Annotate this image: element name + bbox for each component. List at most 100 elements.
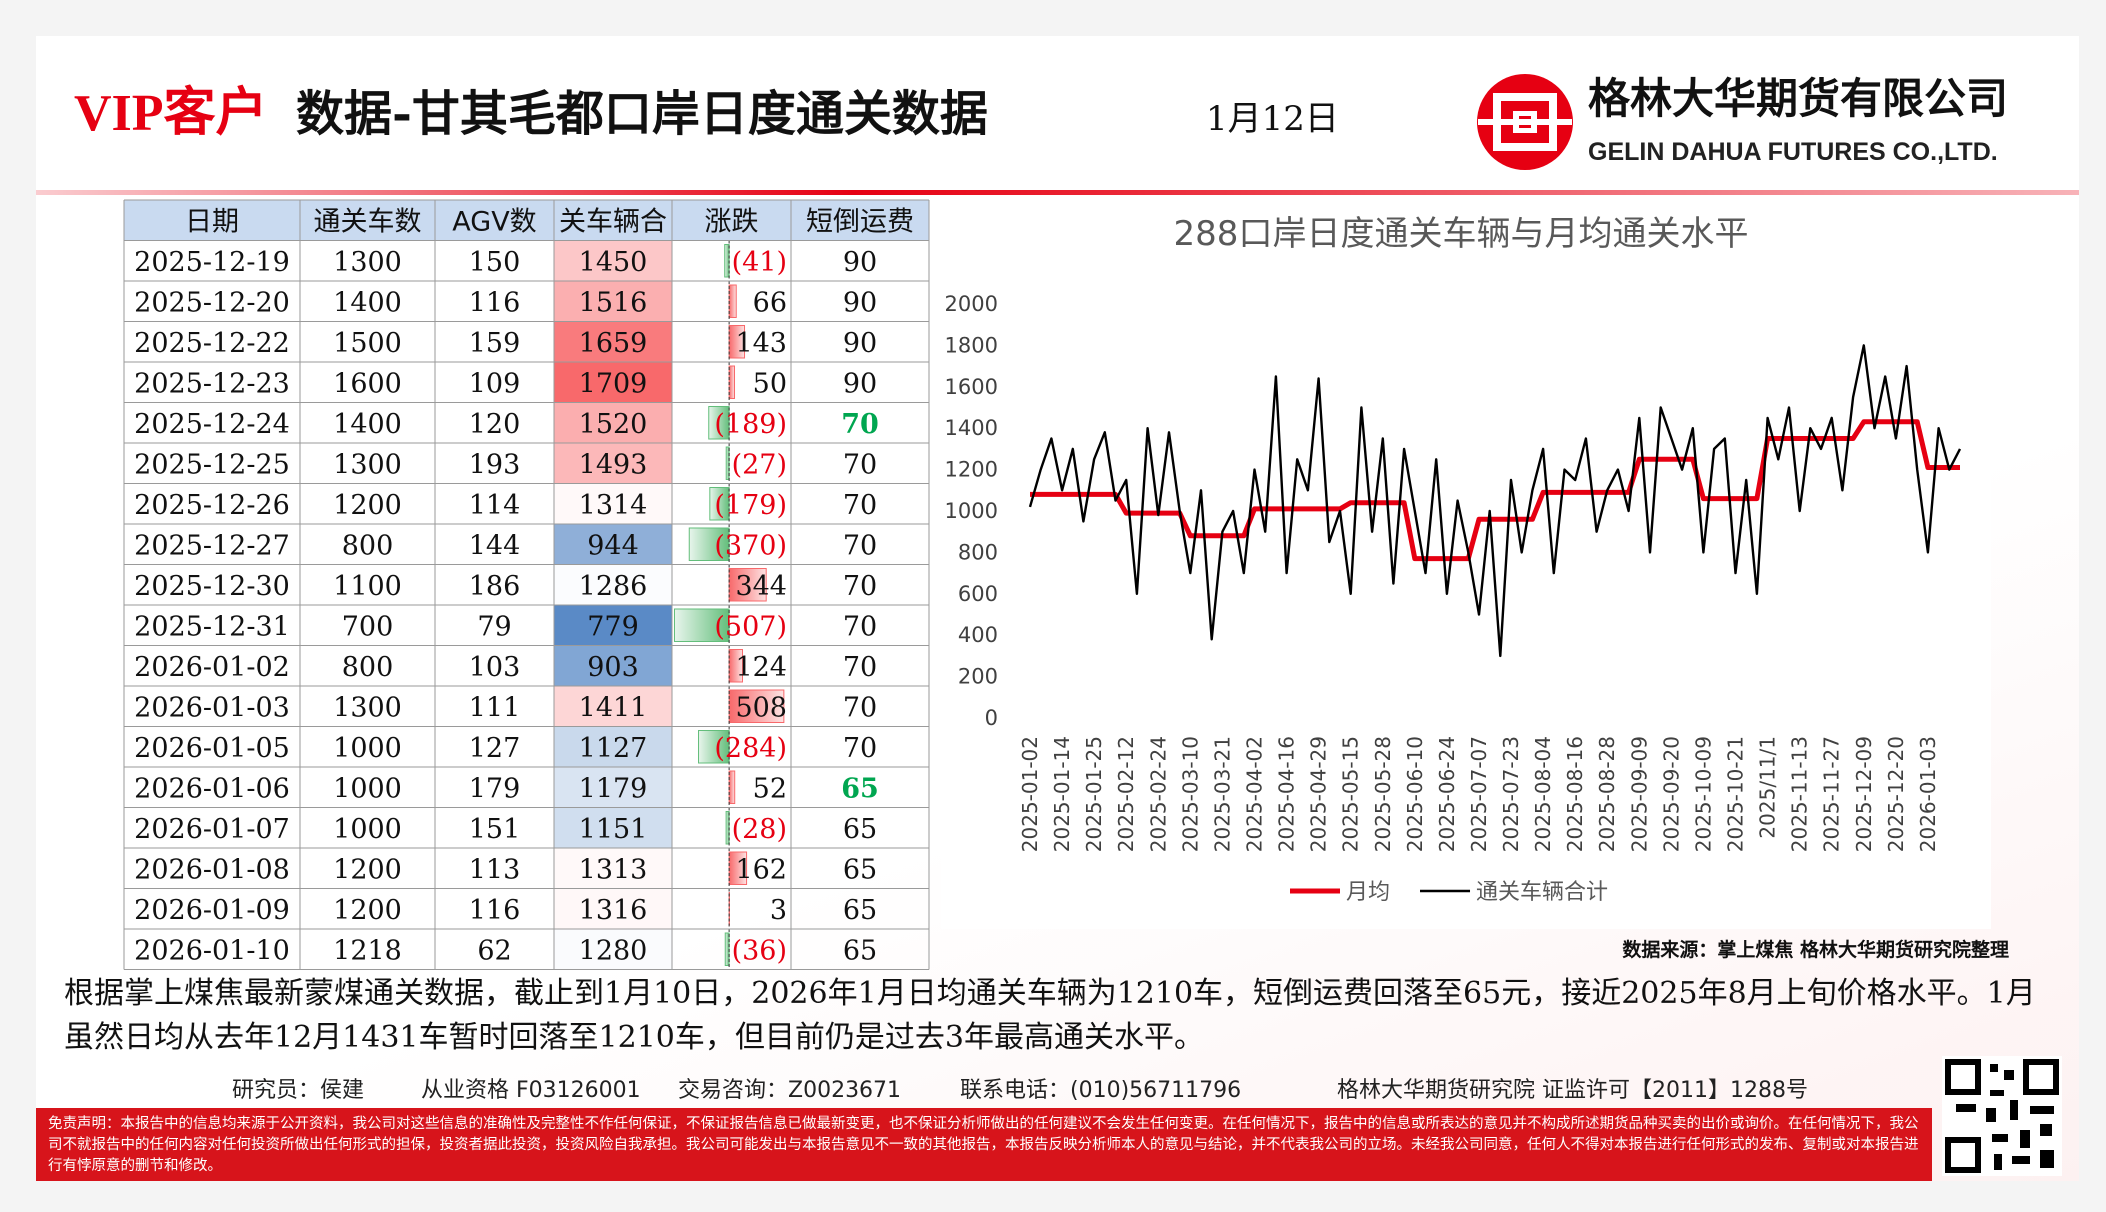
- table-cell: 944: [587, 530, 639, 561]
- freight-cell: 70: [843, 652, 877, 683]
- table-cell: 903: [587, 652, 639, 683]
- table-cell: 159: [469, 328, 521, 359]
- table-cell: 1493: [579, 449, 648, 480]
- change-label: (28): [732, 814, 787, 845]
- freight-cell: 70: [843, 490, 877, 521]
- chart-panel: [941, 200, 1991, 929]
- table-cell: 151: [469, 814, 521, 845]
- table-cell: 2026-01-09: [134, 895, 290, 926]
- freight-cell: 65: [843, 814, 877, 845]
- change-label: 3: [770, 895, 787, 926]
- table-cell: 2026-01-03: [134, 692, 290, 723]
- heat-cell: [554, 524, 672, 565]
- heat-cell: [554, 402, 672, 443]
- change-bar: [698, 730, 730, 764]
- change-label: (27): [732, 449, 787, 480]
- change-label: (41): [732, 247, 787, 278]
- heat-cell: [554, 726, 672, 767]
- table-cell: 2025-12-22: [134, 328, 290, 359]
- freight-cell: 90: [843, 247, 877, 278]
- table-cell: 2025-12-19: [134, 247, 290, 278]
- change-label: (36): [732, 935, 787, 966]
- table-cell: 1300: [333, 692, 402, 723]
- x-tick-label: 2025-08-28: [1595, 736, 1619, 852]
- header-rule: [36, 190, 2079, 195]
- x-tick-label: 2025-04-16: [1275, 736, 1299, 852]
- qr-code: [1942, 1056, 2062, 1176]
- table-cell: 1411: [579, 692, 648, 723]
- y-tick-label: 1000: [945, 499, 998, 523]
- table-cell: 1520: [579, 409, 648, 440]
- table-cell: 1313: [579, 854, 648, 885]
- legend-label: 通关车辆合计: [1476, 880, 1608, 905]
- change-bar: [728, 568, 767, 602]
- table-cell: 1179: [579, 773, 648, 804]
- change-bar: [728, 689, 785, 723]
- y-tick-label: 1800: [945, 333, 998, 357]
- summary: 根据掌上煤焦最新蒙煤通关数据，截止到1月10日，2026年1月日均通关车辆为12…: [64, 976, 2036, 1055]
- change-label: 124: [735, 652, 787, 683]
- x-tick-label: 2025-09-09: [1627, 736, 1651, 852]
- heat-cell: [554, 321, 672, 362]
- table-cell: 179: [469, 773, 521, 804]
- heat-cell: [554, 564, 672, 605]
- table-cell: 1314: [579, 490, 648, 521]
- x-tick-label: 2025-02-24: [1146, 736, 1170, 852]
- x-tick-label: 2025-08-16: [1563, 736, 1587, 852]
- table-cell: 1200: [333, 490, 402, 521]
- table-cell: 2026-01-10: [134, 935, 290, 966]
- change-bar: [728, 284, 737, 318]
- table-cell: 800: [342, 652, 394, 683]
- table-cell: 2026-01-07: [134, 814, 290, 845]
- change-bar: [728, 365, 736, 399]
- x-tick-label: 2025-09-20: [1659, 736, 1683, 852]
- table-cell: 1286: [579, 571, 648, 602]
- table-cell: 186: [469, 571, 521, 602]
- freight-cell: 70: [841, 409, 879, 440]
- x-tick-label: 2025-03-10: [1178, 736, 1202, 852]
- legend-label: 月均: [1346, 880, 1390, 905]
- change-bar: [724, 932, 730, 966]
- change-label: 344: [735, 571, 787, 602]
- table-cell: 1000: [333, 773, 402, 804]
- contact: 研究员：侯建: [232, 1078, 365, 1103]
- change-label: (370): [714, 530, 787, 561]
- y-tick-label: 800: [958, 540, 998, 564]
- x-tick-label: 2025-12-09: [1852, 736, 1876, 852]
- title-vip: VIP客户: [74, 84, 268, 142]
- heat-cell: [554, 767, 672, 808]
- freight-cell: 70: [843, 692, 877, 723]
- table-cell: 2026-01-08: [134, 854, 290, 885]
- change-label: 66: [753, 287, 787, 318]
- table-cell: 144: [469, 530, 521, 561]
- table-cell: 1300: [333, 449, 402, 480]
- table-cell: 1400: [333, 287, 402, 318]
- change-bar: [728, 770, 736, 804]
- x-tick-label: 2025-01-02: [1018, 736, 1042, 852]
- table-cell: 1280: [579, 935, 648, 966]
- table-cell: 2025-12-24: [134, 409, 290, 440]
- freight-cell: 65: [843, 935, 877, 966]
- y-tick-label: 600: [958, 582, 998, 606]
- table-cell: 1709: [579, 368, 648, 399]
- heat-cell: [554, 362, 672, 403]
- x-tick-label: 2025-11-13: [1788, 736, 1812, 852]
- table-cell: 2026-01-05: [134, 733, 290, 764]
- table-cell: 800: [342, 530, 394, 561]
- heat-cell: [554, 807, 672, 848]
- change-label: 50: [753, 368, 787, 399]
- table-cell: 2025-12-25: [134, 449, 290, 480]
- table-cell: 2025-12-26: [134, 490, 290, 521]
- table-header: 通关车数: [314, 206, 422, 237]
- title-date: 1月12日: [1206, 99, 1339, 139]
- heat-cell: [554, 605, 672, 646]
- y-tick-label: 0: [985, 706, 998, 730]
- x-tick-label: 2026-01-03: [1916, 736, 1940, 852]
- table-cell: 111: [469, 692, 521, 723]
- heat-cell: [554, 645, 672, 686]
- table-cell: 2026-01-02: [134, 652, 290, 683]
- table-cell: 150: [469, 247, 521, 278]
- table-cell: 1500: [333, 328, 402, 359]
- series-line: [1028, 344, 1962, 658]
